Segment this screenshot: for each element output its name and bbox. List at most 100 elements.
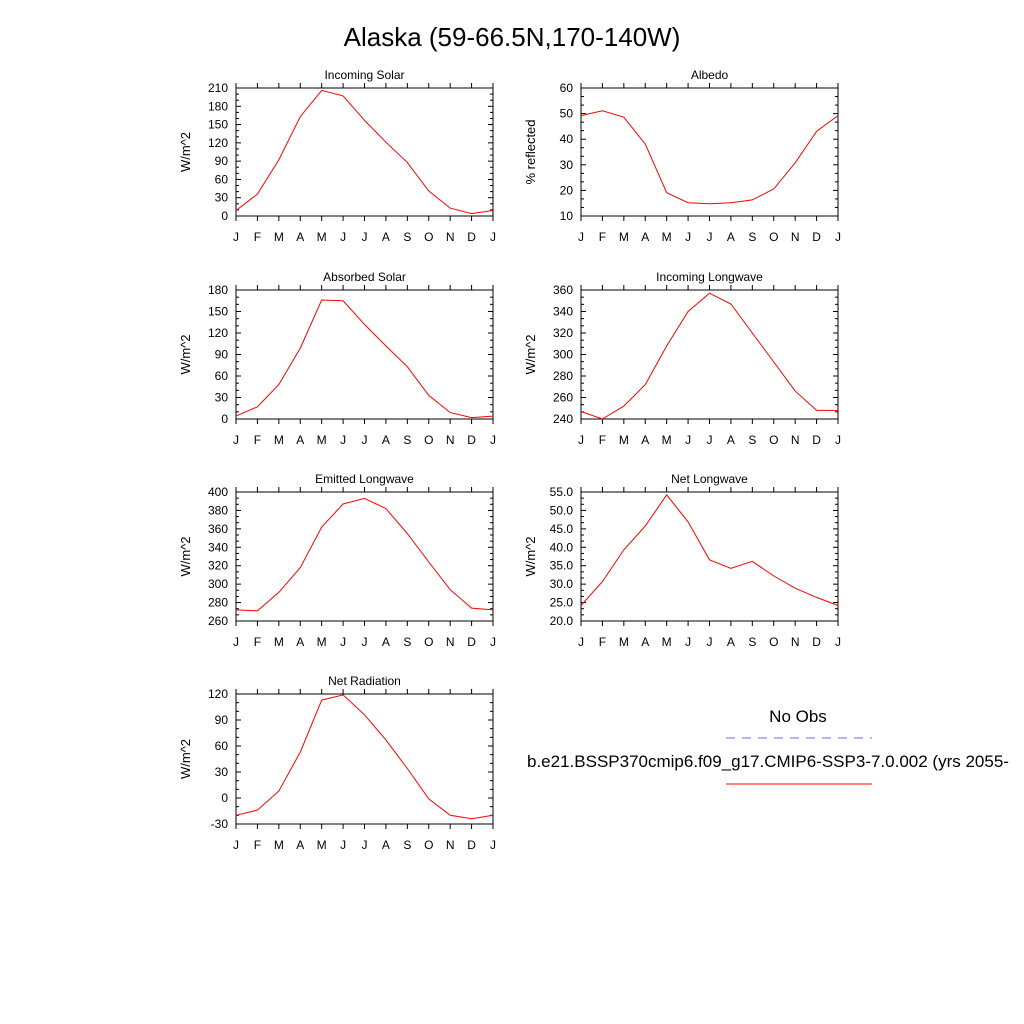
series-line (580, 110, 839, 205)
y-axis-label: W/m^2 (523, 536, 538, 576)
y-tick-label: 35.0 (550, 559, 574, 573)
x-tick-label: J (233, 635, 239, 649)
x-tick-label: M (274, 838, 284, 852)
y-tick-label: 360 (208, 522, 228, 536)
x-tick-label: A (296, 230, 304, 244)
x-tick-label: N (791, 635, 800, 649)
y-axis-label: W/m^2 (178, 334, 193, 374)
y-tick-label: 300 (208, 577, 228, 591)
x-tick-label: M (274, 230, 284, 244)
x-tick-label: S (403, 635, 411, 649)
x-tick-label: J (578, 230, 584, 244)
y-tick-label: 40 (560, 132, 574, 146)
x-tick-label: J (362, 635, 368, 649)
series-line (235, 694, 494, 820)
y-tick-label: 40.0 (550, 540, 574, 554)
x-tick-label: D (812, 635, 821, 649)
x-tick-label: M (274, 433, 284, 447)
series-line (235, 299, 494, 419)
y-tick-label: 340 (208, 540, 228, 554)
x-tick-label: D (812, 433, 821, 447)
y-tick-label: 25.0 (550, 596, 574, 610)
chart-title: Incoming Solar (324, 68, 404, 82)
plot-frame (580, 87, 839, 217)
x-tick-label: S (748, 433, 756, 447)
y-tick-label: 360 (553, 283, 573, 297)
y-tick-label: 30 (215, 765, 229, 779)
plot-frame (235, 693, 494, 825)
x-tick-label: M (619, 635, 629, 649)
x-tick-label: A (382, 838, 390, 852)
y-tick-label: 60 (215, 369, 229, 383)
y-tick-label: 150 (208, 305, 228, 319)
x-tick-label: J (707, 433, 713, 447)
x-tick-label: O (424, 230, 433, 244)
y-axis-label: W/m^2 (523, 334, 538, 374)
x-tick-label: A (641, 230, 649, 244)
x-tick-label: J (685, 230, 691, 244)
x-tick-label: S (403, 838, 411, 852)
y-tick-label: 120 (208, 136, 228, 150)
chart-title: Absorbed Solar (323, 270, 406, 284)
y-tick-label: -30 (211, 817, 229, 831)
x-tick-label: A (296, 433, 304, 447)
x-tick-label: M (662, 230, 672, 244)
legend: No Obs b.e21.BSSP370cmip6.f09_g17.CMIP6-… (527, 707, 1009, 785)
x-tick-label: F (599, 635, 606, 649)
y-tick-label: 0 (221, 791, 228, 805)
x-tick-label: A (382, 433, 390, 447)
x-tick-label: J (340, 230, 346, 244)
legend-obs-label: No Obs (769, 707, 827, 726)
x-tick-label: M (662, 635, 672, 649)
x-tick-label: J (685, 433, 691, 447)
y-tick-label: 260 (553, 391, 573, 405)
y-axis-label: W/m^2 (178, 536, 193, 576)
x-tick-label: J (490, 230, 496, 244)
x-tick-label: O (424, 635, 433, 649)
x-tick-label: J (340, 635, 346, 649)
x-tick-label: J (835, 230, 841, 244)
y-tick-label: 240 (553, 412, 573, 426)
x-tick-label: D (812, 230, 821, 244)
x-tick-label: J (578, 635, 584, 649)
x-tick-label: M (317, 433, 327, 447)
x-tick-label: J (707, 230, 713, 244)
x-tick-label: J (490, 838, 496, 852)
plot-frame (235, 491, 494, 622)
x-tick-label: F (254, 230, 261, 244)
x-tick-label: F (254, 838, 261, 852)
x-tick-label: J (233, 230, 239, 244)
y-tick-label: 280 (553, 369, 573, 383)
y-tick-label: 180 (208, 99, 228, 113)
x-tick-label: A (727, 433, 735, 447)
y-tick-label: 320 (208, 559, 228, 573)
y-tick-label: 120 (208, 687, 228, 701)
y-tick-label: 50 (560, 107, 574, 121)
series-line (235, 497, 494, 612)
y-tick-label: 30 (215, 391, 229, 405)
y-tick-label: 90 (215, 154, 229, 168)
figure-title: Alaska (59-66.5N,170-140W) (344, 22, 681, 52)
x-tick-label: O (769, 433, 778, 447)
y-tick-label: 120 (208, 326, 228, 340)
x-tick-label: J (835, 635, 841, 649)
y-tick-label: 60 (215, 739, 229, 753)
x-tick-label: S (748, 230, 756, 244)
x-tick-label: M (619, 230, 629, 244)
chart-panel: Net Longwave W/m^2 20.0 25.0 30.0 35.0 40.0 45.… (523, 472, 841, 649)
chart-panels: Incoming Solar W/m^2 0 30 60 90 120 150 180 210 J F… (178, 68, 841, 852)
x-tick-label: D (467, 230, 476, 244)
x-tick-label: A (296, 635, 304, 649)
y-axis-label: % reflected (523, 119, 538, 184)
series-line (235, 89, 494, 215)
chart-title: Net Longwave (671, 472, 748, 486)
x-tick-label: D (467, 433, 476, 447)
x-tick-label: D (467, 838, 476, 852)
x-tick-label: F (254, 433, 261, 447)
x-tick-label: A (727, 635, 735, 649)
x-tick-label: F (254, 635, 261, 649)
x-tick-label: J (362, 433, 368, 447)
x-tick-label: N (791, 433, 800, 447)
